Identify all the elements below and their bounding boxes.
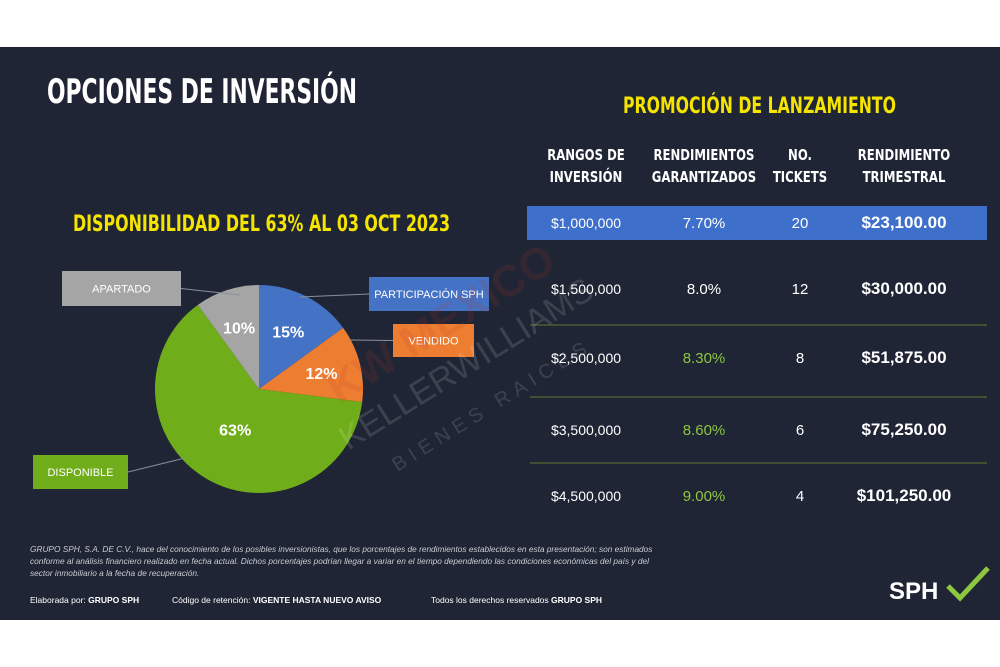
- footer-value: GRUPO SPH: [551, 595, 602, 605]
- pie-chart: 15% PARTICIPACIÓN SPH 12% VENDIDO 63% DISPONI…: [33, 271, 489, 493]
- row-highlight: [527, 206, 987, 240]
- pie-slice: [197, 285, 259, 389]
- table-cell: 9.00%: [683, 488, 726, 505]
- table-cell: 12: [792, 281, 809, 298]
- footer-label: Elaborada por:: [30, 595, 88, 605]
- disclaimer: GRUPO SPH, S.A. DE C.V., hace del conoci…: [30, 544, 652, 578]
- table-cell: $3,500,000: [551, 422, 621, 438]
- legend-box: [393, 324, 474, 357]
- table-cell: 8.0%: [687, 281, 721, 298]
- footer-value: VIGENTE HASTA NUEVO AVISO: [253, 595, 382, 605]
- slice-label: 63%: [219, 422, 251, 439]
- table-cell: $75,250.00: [861, 420, 946, 439]
- legend-label: PARTICIPACIÓN SPH: [374, 288, 483, 301]
- chart-title: DISPONIBILIDAD DEL 63% AL 03 OCT 2023: [73, 212, 450, 237]
- column-header: GARANTIZADOS: [652, 170, 756, 187]
- table-cell: 8.30%: [683, 350, 726, 367]
- footer-value: GRUPO SPH: [88, 595, 139, 605]
- page-title: OPCIONES DE INVERSIÓN: [47, 71, 357, 112]
- table-cell: 8: [796, 350, 804, 367]
- column-header: RENDIMIENTOS: [654, 148, 755, 165]
- column-header: NO.: [788, 148, 812, 165]
- table-cell: $4,500,000: [551, 488, 621, 504]
- table-cell: $51,875.00: [861, 348, 946, 367]
- slide-background: [0, 47, 1000, 620]
- table-cell: $30,000.00: [861, 279, 946, 298]
- legend-label: APARTADO: [92, 284, 151, 296]
- slice-label: 10%: [223, 321, 255, 338]
- logo-check: [946, 566, 990, 602]
- slice-label: 15%: [272, 325, 304, 342]
- table-cell: $1,500,000: [551, 281, 621, 297]
- column-header: RENDIMIENTO: [858, 148, 950, 165]
- column-header: RANGOS DE: [547, 148, 625, 165]
- table-cell: 7.70%: [683, 215, 726, 232]
- connector: [127, 457, 186, 473]
- footer-item: Código de retención: VIGENTE HASTA NUEVO…: [172, 595, 382, 605]
- connector: [180, 288, 241, 296]
- logo: SPH: [889, 566, 990, 605]
- logo-text: SPH: [889, 578, 938, 605]
- pie-slice: [259, 327, 363, 403]
- table-cell: 20: [792, 215, 809, 232]
- table-cell: 6: [796, 422, 804, 439]
- connector: [299, 293, 370, 298]
- footer-label: Todos los derechos reservados: [431, 595, 551, 605]
- pie-slice: [259, 285, 344, 389]
- legend-label: VENDIDO: [408, 336, 459, 348]
- disclaimer-line: sector inmobiliario a la fecha de recupe…: [30, 568, 199, 578]
- pie-slice: [155, 304, 363, 493]
- table-cell: $23,100.00: [861, 213, 946, 232]
- legend-box: [33, 455, 128, 489]
- promo-title: PROMOCIÓN DE LANZAMIENTO: [623, 93, 896, 119]
- footer-item: Elaborada por: GRUPO SPH: [30, 595, 139, 605]
- legend-box: [369, 277, 489, 311]
- table-cell: $1,000,000: [551, 215, 621, 231]
- disclaimer-line: conforme al análisis financiero realizad…: [30, 556, 650, 566]
- footer: Elaborada por: GRUPO SPH Código de retenc…: [30, 595, 602, 605]
- column-header: INVERSIÓN: [550, 166, 623, 186]
- table-cell: $2,500,000: [551, 350, 621, 366]
- connector: [349, 339, 394, 341]
- table-cell: 4: [796, 488, 804, 505]
- table-cell: 8.60%: [683, 422, 726, 439]
- column-header: TICKETS: [773, 170, 827, 187]
- slice-label: 12%: [305, 366, 337, 383]
- column-header: TRIMESTRAL: [863, 170, 946, 187]
- table-cell: $101,250.00: [857, 486, 952, 505]
- footer-item: Todos los derechos reservados GRUPO SPH: [431, 595, 602, 605]
- footer-label: Código de retención:: [172, 595, 253, 605]
- legend-box: [62, 271, 181, 306]
- disclaimer-line: GRUPO SPH, S.A. DE C.V., hace del conoci…: [30, 544, 652, 554]
- legend-label: DISPONIBLE: [47, 467, 113, 479]
